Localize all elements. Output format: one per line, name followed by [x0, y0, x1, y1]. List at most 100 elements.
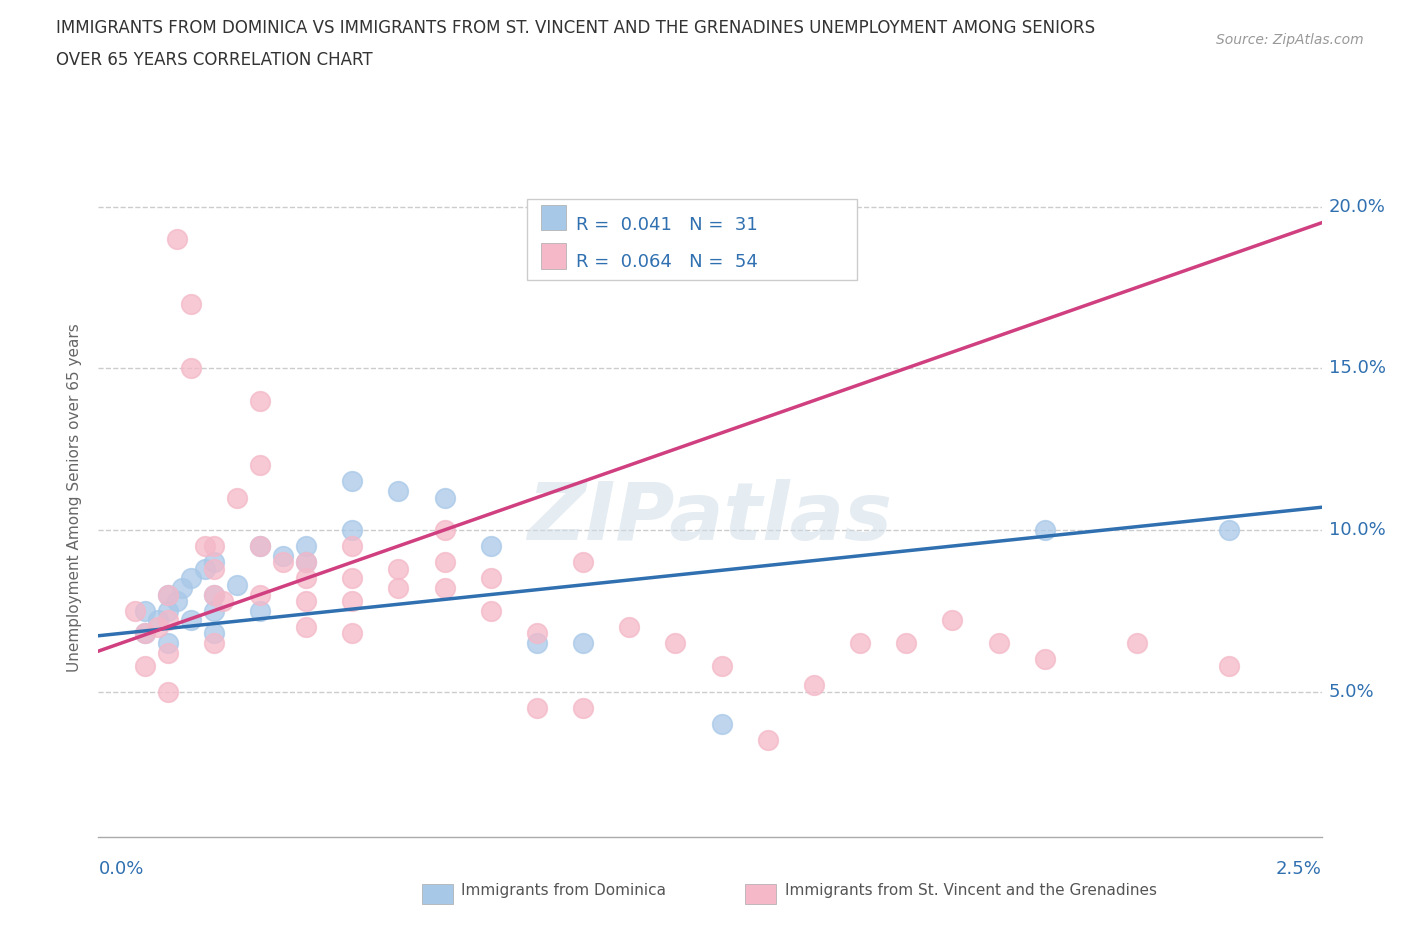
Point	[180, 613, 202, 628]
Point	[134, 626, 156, 641]
Point	[202, 587, 225, 602]
Point	[849, 635, 872, 650]
Text: Immigrants from St. Vincent and the Grenadines: Immigrants from St. Vincent and the Gren…	[785, 884, 1157, 898]
Point	[1218, 523, 1240, 538]
Text: 20.0%: 20.0%	[1329, 197, 1385, 216]
Point	[710, 658, 733, 673]
Point	[148, 613, 170, 628]
Point	[249, 604, 271, 618]
Point	[342, 523, 364, 538]
Point	[225, 578, 247, 592]
Point	[194, 561, 217, 576]
Point	[295, 555, 318, 570]
Point	[1033, 523, 1056, 538]
Point	[526, 635, 548, 650]
Point	[180, 361, 202, 376]
Point	[479, 538, 502, 553]
Point	[295, 538, 318, 553]
Text: 10.0%: 10.0%	[1329, 521, 1385, 538]
Point	[433, 555, 456, 570]
Point	[271, 549, 294, 564]
Point	[1033, 652, 1056, 667]
Point	[156, 645, 179, 660]
Point	[664, 635, 686, 650]
Point	[156, 604, 179, 618]
Point	[433, 490, 456, 505]
Point	[202, 561, 225, 576]
Point	[249, 587, 271, 602]
Point	[526, 626, 548, 641]
Point	[202, 555, 225, 570]
Point	[896, 635, 918, 650]
Text: 0.0%: 0.0%	[98, 860, 143, 878]
Point	[572, 700, 595, 715]
Point	[156, 635, 179, 650]
Point	[295, 571, 318, 586]
Point	[134, 626, 156, 641]
Point	[180, 571, 202, 586]
Point	[387, 580, 409, 595]
Text: IMMIGRANTS FROM DOMINICA VS IMMIGRANTS FROM ST. VINCENT AND THE GRENADINES UNEMP: IMMIGRANTS FROM DOMINICA VS IMMIGRANTS F…	[56, 19, 1095, 36]
Point	[202, 604, 225, 618]
Point	[619, 619, 641, 634]
Point	[134, 658, 156, 673]
Point	[803, 678, 825, 693]
Text: 2.5%: 2.5%	[1275, 860, 1322, 878]
Text: R =  0.064   N =  54: R = 0.064 N = 54	[576, 253, 758, 271]
Point	[148, 619, 170, 634]
Point	[433, 580, 456, 595]
Point	[249, 393, 271, 408]
Point	[295, 593, 318, 608]
Text: 5.0%: 5.0%	[1329, 683, 1374, 700]
Point	[249, 538, 271, 553]
Point	[212, 593, 235, 608]
Text: R =  0.041   N =  31: R = 0.041 N = 31	[576, 216, 758, 233]
Point	[249, 538, 271, 553]
Point	[342, 593, 364, 608]
Point	[170, 580, 193, 595]
Point	[479, 571, 502, 586]
Text: ZIPatlas: ZIPatlas	[527, 479, 893, 557]
Point	[710, 716, 733, 731]
Point	[180, 296, 202, 311]
Point	[1218, 658, 1240, 673]
Point	[1126, 635, 1149, 650]
Text: OVER 65 YEARS CORRELATION CHART: OVER 65 YEARS CORRELATION CHART	[56, 51, 373, 69]
Text: Source: ZipAtlas.com: Source: ZipAtlas.com	[1216, 33, 1364, 46]
Point	[134, 604, 156, 618]
Point	[202, 626, 225, 641]
Y-axis label: Unemployment Among Seniors over 65 years: Unemployment Among Seniors over 65 years	[67, 324, 83, 671]
Point	[342, 626, 364, 641]
Point	[271, 555, 294, 570]
Point	[202, 635, 225, 650]
Point	[342, 538, 364, 553]
Point	[941, 613, 963, 628]
Point	[572, 635, 595, 650]
Point	[156, 587, 179, 602]
Point	[156, 587, 179, 602]
Point	[295, 619, 318, 634]
Point	[387, 484, 409, 498]
Point	[166, 232, 188, 246]
Point	[202, 538, 225, 553]
Point	[202, 587, 225, 602]
Point	[342, 474, 364, 489]
Point	[249, 458, 271, 472]
Text: 15.0%: 15.0%	[1329, 359, 1386, 378]
Point	[225, 490, 247, 505]
Point	[156, 613, 179, 628]
Point	[479, 604, 502, 618]
Point	[387, 561, 409, 576]
Point	[756, 733, 779, 748]
Point	[433, 523, 456, 538]
Point	[572, 555, 595, 570]
Point	[987, 635, 1010, 650]
Text: Immigrants from Dominica: Immigrants from Dominica	[461, 884, 666, 898]
Point	[295, 555, 318, 570]
Point	[342, 571, 364, 586]
Point	[124, 604, 146, 618]
Point	[194, 538, 217, 553]
Point	[166, 593, 188, 608]
Point	[526, 700, 548, 715]
Point	[156, 684, 179, 699]
